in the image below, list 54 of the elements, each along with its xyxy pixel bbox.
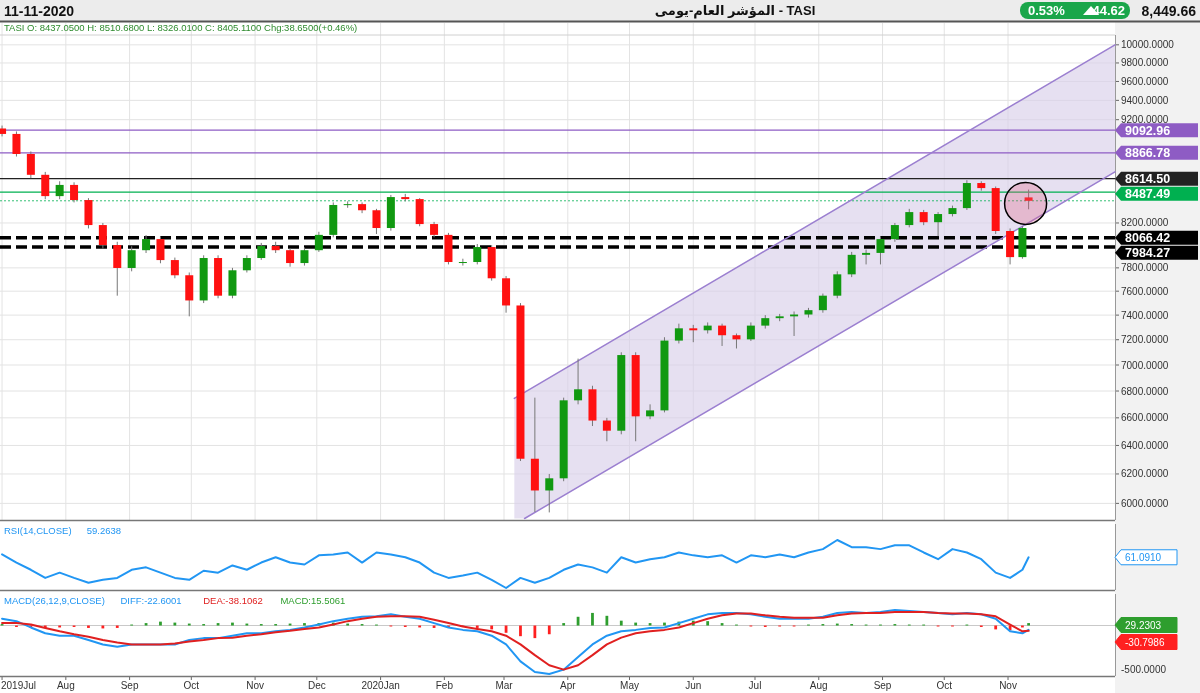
- y-tick-label: 6600.0000: [1121, 412, 1169, 424]
- y-tick-label: 8200.0000: [1121, 217, 1169, 229]
- chart-title: RSI(14,CLOSE): [4, 525, 72, 536]
- chart-subtitle: TASI O: 8437.0500 H: 8510.6800 L: 8326.0100 C: 8405.1100 Chg:38.6500(+0.46%): [4, 22, 358, 33]
- y-tick-label: 6400.0000: [1121, 439, 1169, 451]
- text: -500.0000: [1121, 664, 1167, 675]
- series-label: MACD:15.5061: [280, 595, 346, 606]
- x-tick-label: Sep: [120, 680, 139, 691]
- y-tick-label: 7400.0000: [1121, 309, 1169, 321]
- x-tick-label: Sep: [873, 680, 892, 691]
- text: 61.0910: [1125, 551, 1162, 563]
- y-tick-label: 9200.0000: [1121, 114, 1169, 126]
- y-tick-label: 7800.0000: [1121, 262, 1169, 274]
- ref-line-label: 7984.27: [1125, 246, 1171, 261]
- text: DIFF:-22.6001: [120, 595, 182, 606]
- y-tick-label: 9400.0000: [1121, 94, 1169, 106]
- y-tick-label: 6200.0000: [1121, 468, 1169, 480]
- x-tick-label: 2020Jan: [361, 680, 400, 691]
- x-tick-label: Aug: [56, 680, 75, 691]
- y-tick-label: 9600.0000: [1121, 75, 1169, 87]
- y-tick-label: 6000.0000: [1121, 497, 1169, 509]
- ref-line-label: 8866.78: [1125, 146, 1171, 161]
- text: 11-11-2020: [4, 3, 75, 19]
- x-tick-label: Oct: [183, 680, 200, 691]
- y-tick-label: 9800.0000: [1121, 57, 1169, 69]
- ref-line-label: 8614.50: [1125, 172, 1171, 187]
- x-tick-label: Nov: [246, 680, 264, 691]
- x-tick-label: Mar: [495, 680, 514, 691]
- x-tick-label: Apr: [560, 680, 577, 691]
- x-tick-label: May: [620, 680, 639, 691]
- ref-line-label: 9092.96: [1125, 123, 1171, 138]
- text: 0.53%: [1028, 3, 1066, 18]
- x-tick-label: Aug: [809, 680, 828, 691]
- x-tick-label: Nov: [999, 680, 1017, 691]
- y-tick-label: 10000.0000: [1121, 39, 1175, 51]
- x-tick-label: Dec: [307, 680, 326, 691]
- text: DEA:-38.1062: [203, 595, 263, 606]
- chart-title: MACD(26,12,9,CLOSE): [4, 595, 105, 606]
- y-tick-label: 6800.0000: [1121, 385, 1169, 397]
- y-tick-label: 7000.0000: [1121, 359, 1169, 371]
- ref-line-label: 8066.42: [1125, 231, 1171, 246]
- x-tick-label: Feb: [435, 680, 454, 691]
- x-tick-label: Jun: [685, 680, 702, 691]
- y-tick-label: 7200.0000: [1121, 334, 1169, 346]
- ref-line-label: 8487.49: [1125, 187, 1171, 202]
- x-tick-label: Oct: [936, 680, 953, 691]
- text: 29.2303: [1125, 619, 1162, 631]
- text: 8,449.66: [1141, 3, 1197, 19]
- text: 59.2638: [86, 525, 122, 536]
- x-tick-label: Jul: [748, 680, 762, 691]
- y-tick-label: 7600.0000: [1121, 285, 1169, 297]
- chart-title: المؤشر العام-يومى - TASI: [654, 3, 816, 19]
- x-tick-label: 2019Jul: [1, 680, 37, 691]
- text: -30.7986: [1125, 636, 1165, 648]
